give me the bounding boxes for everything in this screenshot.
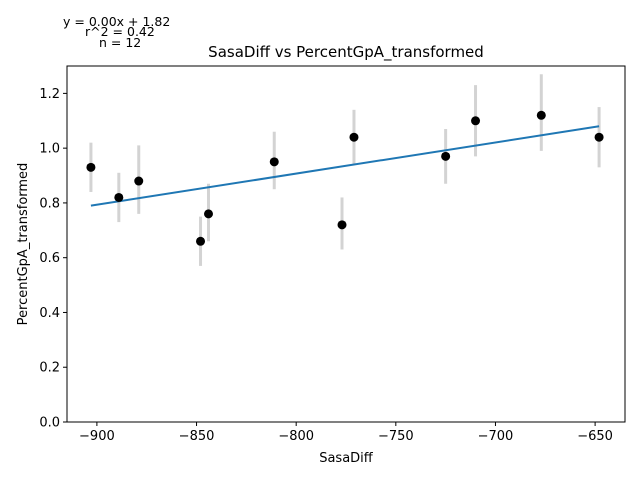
data-point bbox=[134, 176, 144, 186]
x-tick-label: −750 bbox=[378, 429, 414, 444]
annotation-equation: y = 0.00x + 1.82 bbox=[63, 14, 170, 29]
x-tick-label: −650 bbox=[577, 429, 613, 444]
y-tick-label: 0.4 bbox=[39, 306, 60, 321]
data-points bbox=[86, 110, 604, 246]
data-point bbox=[114, 192, 124, 202]
annotation-n: n = 12 bbox=[99, 35, 141, 50]
x-tick-label: −700 bbox=[478, 429, 514, 444]
x-axis-label: SasaDiff bbox=[319, 451, 374, 466]
y-tick-label: 1.2 bbox=[39, 87, 60, 102]
x-axis-ticks: −900 −850 −800 −750 −700 −650 bbox=[79, 422, 613, 444]
regression-annotation: y = 0.00x + 1.82 r^2 = 0.42 n = 12 bbox=[63, 14, 170, 50]
y-tick-label: 0.2 bbox=[39, 361, 60, 376]
x-tick-label: −800 bbox=[278, 429, 314, 444]
data-point bbox=[196, 236, 206, 246]
plot-area bbox=[86, 74, 604, 266]
data-point bbox=[471, 116, 481, 126]
data-point bbox=[337, 220, 347, 230]
data-point bbox=[203, 209, 213, 219]
axes-frame bbox=[66, 65, 626, 423]
chart-title: SasaDiff vs PercentGpA_transformed bbox=[208, 43, 484, 62]
data-point bbox=[269, 157, 279, 167]
y-tick-label: 1.0 bbox=[39, 142, 60, 157]
x-tick-label: −850 bbox=[179, 429, 215, 444]
x-tick-label: −900 bbox=[79, 429, 115, 444]
fit-line-group bbox=[90, 125, 600, 207]
y-axis-label: PercentGpA_transformed bbox=[16, 163, 31, 326]
y-tick-label: 0.8 bbox=[39, 196, 60, 211]
y-tick-label: 0.0 bbox=[39, 416, 60, 431]
data-point bbox=[441, 151, 451, 161]
y-axis-ticks: 0.0 0.2 0.4 0.6 0.8 1.0 1.2 bbox=[39, 87, 67, 431]
regression-line bbox=[90, 125, 600, 207]
data-point bbox=[86, 162, 96, 172]
data-point bbox=[349, 132, 359, 142]
data-point bbox=[594, 132, 604, 142]
y-tick-label: 0.6 bbox=[39, 251, 60, 266]
annotation-r-squared: r^2 = 0.42 bbox=[85, 24, 155, 39]
data-point bbox=[536, 110, 546, 120]
